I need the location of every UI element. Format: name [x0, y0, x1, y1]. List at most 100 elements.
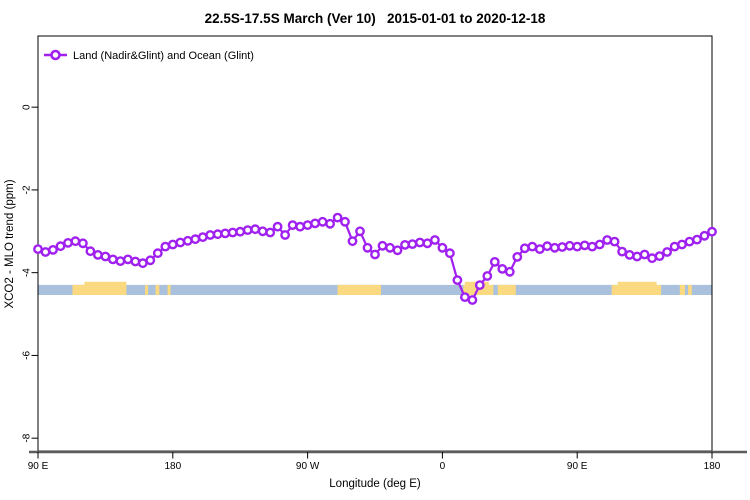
data-point	[512, 251, 523, 262]
land-bump	[84, 281, 127, 286]
data-series	[33, 212, 717, 305]
data-point	[205, 230, 216, 240]
data-point	[407, 239, 418, 250]
data-point	[677, 239, 687, 250]
data-point	[152, 248, 163, 259]
data-point	[108, 254, 118, 265]
data-point	[459, 292, 470, 302]
data-point	[639, 249, 650, 260]
data-point	[265, 227, 276, 238]
data-point	[347, 236, 358, 247]
data-point	[617, 246, 627, 257]
data-point	[287, 220, 298, 231]
data-point	[100, 251, 111, 262]
data-point	[242, 225, 253, 236]
data-point	[182, 235, 193, 246]
data-point	[115, 256, 126, 266]
data-point	[250, 224, 261, 235]
data-point	[160, 241, 171, 252]
data-point	[48, 244, 58, 255]
legend-circle-marker-icon	[50, 49, 61, 61]
x-tick-label: 180	[164, 461, 181, 472]
data-point	[579, 240, 590, 251]
data-point	[602, 235, 613, 245]
land-segment	[611, 284, 662, 296]
data-point	[40, 247, 51, 257]
data-point	[317, 216, 328, 227]
data-point	[624, 249, 635, 260]
data-point	[444, 248, 455, 259]
data-point	[422, 238, 433, 249]
y-tick-label: 0	[22, 104, 33, 110]
data-point	[377, 240, 388, 251]
surface-band	[38, 281, 712, 296]
data-point	[295, 221, 305, 232]
data-point	[527, 241, 538, 252]
data-point	[549, 242, 560, 253]
land-segment	[337, 284, 381, 296]
y-tick-label: -6	[22, 351, 33, 360]
data-point	[33, 244, 43, 255]
data-point	[93, 249, 103, 260]
land-segment	[155, 284, 160, 296]
data-point	[557, 242, 568, 252]
data-point	[504, 266, 515, 277]
x-tick-label: 90 W	[296, 461, 320, 472]
data-point	[647, 253, 657, 264]
y-axis-title: XCO2 - MLO trend (ppm)	[4, 179, 16, 308]
data-point	[632, 251, 642, 262]
x-tick-label: 90 E	[28, 461, 49, 472]
data-point	[340, 216, 350, 227]
data-point	[220, 228, 231, 239]
data-point	[175, 237, 186, 248]
y-tick-label: -4	[22, 268, 33, 277]
data-point	[474, 280, 485, 290]
data-point	[429, 235, 440, 245]
data-point	[707, 226, 717, 237]
land-segment	[167, 284, 171, 296]
data-point	[654, 251, 665, 262]
data-point	[482, 271, 493, 281]
data-point	[257, 226, 268, 237]
data-point	[572, 241, 583, 252]
data-point	[542, 241, 553, 252]
data-point	[325, 218, 335, 229]
data-point	[55, 241, 66, 252]
data-point	[167, 239, 178, 250]
data-point	[452, 275, 463, 285]
land-segment	[688, 284, 692, 296]
data-point	[489, 256, 500, 267]
data-point	[564, 240, 575, 251]
data-point	[385, 242, 395, 253]
data-point	[392, 245, 403, 256]
data-point	[355, 226, 365, 237]
land-segment	[497, 284, 516, 296]
data-point	[145, 255, 156, 266]
y-tick-label: -2	[22, 185, 33, 194]
data-point	[280, 230, 290, 240]
land-segment	[145, 284, 149, 296]
page-title: 22.5S-17.5S March (Ver 10) 2015-01-01 to…	[204, 11, 546, 26]
land-bump	[617, 281, 657, 286]
data-point	[78, 238, 88, 249]
data-point	[662, 247, 672, 257]
data-point	[594, 239, 605, 250]
data-point	[235, 226, 246, 237]
data-point	[190, 234, 201, 245]
data-point	[310, 218, 320, 229]
x-tick-label: 180	[704, 461, 721, 472]
data-point	[137, 258, 148, 269]
data-point	[85, 246, 96, 257]
x-axis-title: Longitude (deg E)	[329, 478, 421, 490]
data-point	[609, 236, 620, 247]
land-segment	[679, 284, 686, 296]
data-point	[123, 254, 133, 265]
data-point	[699, 230, 710, 241]
axis-ticks: 90 E 180 90 W 0 90 E 180 0 -2 -4 -6 -8	[22, 104, 721, 472]
data-point	[212, 229, 223, 240]
data-point	[362, 242, 373, 253]
data-point	[272, 221, 283, 232]
data-point	[302, 220, 313, 231]
data-point	[70, 236, 81, 247]
land-segment	[72, 284, 127, 296]
